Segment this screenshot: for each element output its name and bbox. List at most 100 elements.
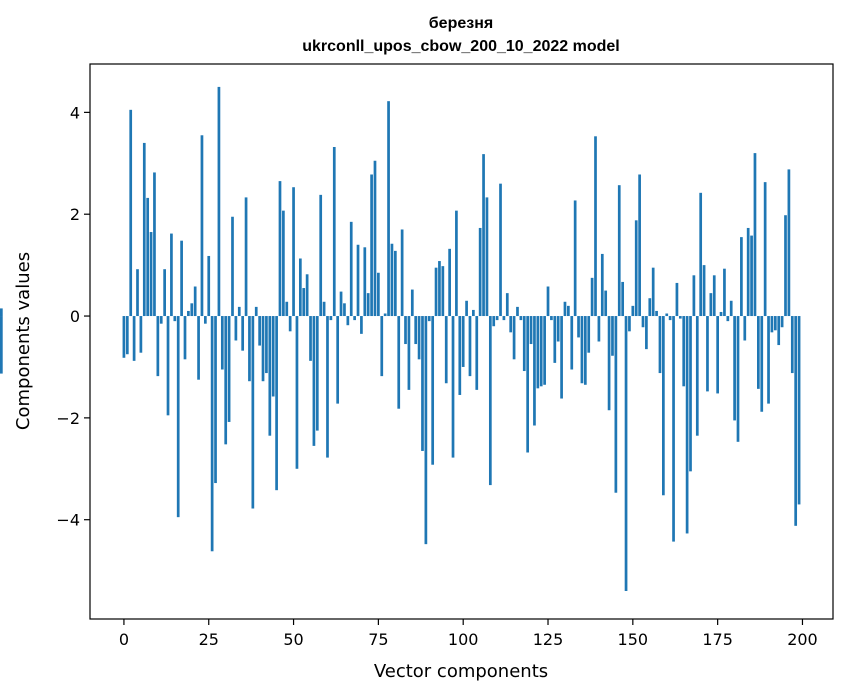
bar xyxy=(0,316,3,374)
bar xyxy=(560,316,563,399)
bar xyxy=(597,316,601,342)
bar xyxy=(197,316,200,380)
bar xyxy=(692,275,696,317)
bar xyxy=(207,255,211,317)
bar xyxy=(241,316,245,351)
bar xyxy=(268,316,272,436)
plot-area-frame xyxy=(89,63,834,620)
bar xyxy=(136,269,139,317)
x-tick-label: 50 xyxy=(283,630,303,649)
bar xyxy=(522,316,526,372)
bar xyxy=(122,316,126,358)
bar xyxy=(326,316,329,458)
bar xyxy=(536,316,540,389)
bar xyxy=(370,174,373,317)
bar xyxy=(417,316,421,360)
bar xyxy=(200,135,204,317)
bar xyxy=(360,316,363,334)
bar xyxy=(753,153,757,317)
bar xyxy=(468,316,472,377)
bar xyxy=(224,316,228,445)
bar xyxy=(570,316,574,370)
bar xyxy=(261,316,265,382)
bar xyxy=(190,303,194,317)
bar xyxy=(736,316,740,442)
bar xyxy=(767,316,770,404)
bar xyxy=(149,232,153,317)
bar xyxy=(332,147,336,317)
bar xyxy=(502,316,506,321)
bar xyxy=(363,247,367,317)
bar xyxy=(475,316,479,390)
x-axis-ticks: 0 25 50 75 100 125 150 175 200 xyxy=(119,619,818,649)
bar xyxy=(434,267,438,317)
bar xyxy=(757,316,760,389)
bar xyxy=(607,316,611,411)
bar xyxy=(689,316,692,472)
bar xyxy=(393,250,397,317)
bar xyxy=(790,316,794,374)
bar xyxy=(556,316,560,342)
bar xyxy=(519,316,523,321)
bar xyxy=(461,316,465,367)
bar xyxy=(214,316,217,484)
bar xyxy=(573,200,577,317)
bar xyxy=(797,316,801,505)
bar xyxy=(733,316,736,421)
bar xyxy=(695,316,699,436)
bar xyxy=(631,305,635,317)
bar xyxy=(516,306,519,317)
bar xyxy=(526,316,530,453)
bar xyxy=(387,101,390,317)
bar xyxy=(404,316,407,345)
bar xyxy=(373,160,377,317)
bar xyxy=(441,266,445,317)
y-tick-label: 2 xyxy=(70,205,80,224)
bar xyxy=(220,316,224,370)
bar xyxy=(746,227,750,317)
bar xyxy=(495,316,499,321)
bar xyxy=(458,316,462,395)
y-tick-label: −4 xyxy=(56,511,80,530)
bar xyxy=(410,289,414,317)
bar xyxy=(648,298,652,317)
bar xyxy=(414,316,418,345)
bar xyxy=(726,316,730,322)
bar xyxy=(271,316,275,397)
bar xyxy=(740,237,743,317)
bar xyxy=(424,316,428,545)
bar xyxy=(295,316,299,469)
bar xyxy=(292,187,295,317)
bar xyxy=(787,169,791,317)
x-tick-label: 175 xyxy=(702,630,733,649)
bar xyxy=(465,300,468,317)
bar xyxy=(682,316,686,387)
bar xyxy=(563,301,567,317)
bar xyxy=(512,316,516,360)
bar xyxy=(173,316,177,322)
bar xyxy=(244,197,248,317)
bar xyxy=(180,240,183,317)
bar xyxy=(265,316,268,374)
bar xyxy=(129,109,133,317)
y-axis-label: Components values xyxy=(13,252,34,430)
bar xyxy=(285,301,289,317)
bar xyxy=(621,281,625,317)
bar xyxy=(451,316,455,458)
bar xyxy=(231,216,234,317)
bar xyxy=(675,282,679,317)
bar xyxy=(529,316,533,345)
bar xyxy=(488,316,492,486)
bar xyxy=(478,227,482,317)
bar xyxy=(146,197,150,317)
chart-subtitle: ukrconll_upos_cbow_200_10_2022 model xyxy=(302,38,619,55)
bar xyxy=(600,253,604,317)
bar xyxy=(193,286,197,317)
bar xyxy=(672,316,675,542)
bar-series xyxy=(0,86,801,591)
bar xyxy=(319,194,323,317)
bar xyxy=(125,316,129,355)
bar xyxy=(421,316,424,451)
bar xyxy=(505,293,509,317)
